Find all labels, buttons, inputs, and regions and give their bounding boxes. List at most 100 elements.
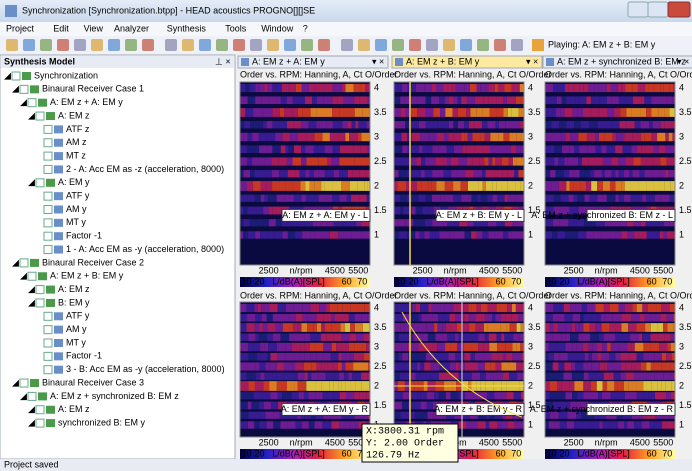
tree-item[interactable]: B: EM y	[58, 297, 90, 307]
toolbar-button[interactable]	[40, 39, 52, 51]
toolbar-button[interactable]	[108, 39, 120, 51]
tree-item[interactable]: synchronized B: EM y	[58, 417, 146, 427]
tree-checkbox[interactable]	[35, 111, 45, 121]
tree-item[interactable]: MT y	[66, 337, 86, 347]
tree-checkbox[interactable]	[43, 365, 53, 375]
tree-item[interactable]: 2 - A: Acc EM as -z (acceleration, 8000)	[66, 164, 224, 174]
tree-item[interactable]: ATF z	[66, 124, 90, 134]
toolbar-button[interactable]	[375, 39, 387, 51]
menu-item[interactable]: Analyzer	[114, 23, 149, 33]
close-button[interactable]	[667, 1, 691, 18]
menu-item[interactable]: View	[84, 23, 104, 33]
toolbar-button[interactable]	[233, 39, 245, 51]
tree-checkbox[interactable]	[19, 84, 29, 94]
toolbar-button[interactable]	[182, 39, 194, 51]
toolbar-button[interactable]	[318, 39, 330, 51]
tree-checkbox[interactable]	[43, 218, 53, 228]
tree-item[interactable]: MT z	[66, 150, 86, 160]
toolbar-button[interactable]	[460, 39, 472, 51]
tree-checkbox[interactable]	[43, 205, 53, 214]
toolbar-button[interactable]	[165, 39, 177, 51]
minimize-button[interactable]	[627, 1, 649, 18]
menu-item[interactable]: Project	[6, 23, 35, 33]
tree-checkbox[interactable]	[19, 258, 29, 268]
tree-checkbox[interactable]	[43, 151, 53, 161]
tab-close[interactable]: ▾ ×	[677, 56, 689, 66]
toolbar-button[interactable]	[494, 39, 506, 51]
tree-item[interactable]: A: EM z + B: EM y	[50, 271, 124, 281]
tree-checkbox[interactable]	[43, 231, 53, 241]
toolbar-button[interactable]	[358, 39, 370, 51]
toolbar-button[interactable]	[199, 39, 211, 51]
toolbar-button[interactable]	[284, 39, 296, 51]
tree-item[interactable]: Binaural Receiver Case 1	[42, 84, 144, 94]
toolbar-button[interactable]	[426, 39, 438, 51]
toolbar-button[interactable]	[142, 39, 154, 51]
menu-item[interactable]: Synthesis	[167, 23, 207, 33]
toolbar-button[interactable]	[6, 39, 18, 51]
toolbar-button[interactable]	[409, 39, 421, 51]
tab-header[interactable]	[542, 55, 692, 69]
toolbar-button[interactable]	[23, 39, 35, 51]
tree-checkbox[interactable]	[19, 378, 29, 388]
tree-checkbox[interactable]	[35, 298, 45, 308]
tab-title[interactable]: A: EM z + synchronized B: EM z	[557, 56, 686, 66]
tree-item[interactable]: Synchronization	[34, 70, 98, 80]
tree-checkbox[interactable]	[35, 285, 45, 295]
toolbar-button[interactable]	[250, 39, 262, 51]
toolbar-button[interactable]	[125, 39, 137, 51]
tree-checkbox[interactable]	[27, 98, 37, 108]
tree-checkbox[interactable]	[27, 271, 37, 281]
toolbar-button[interactable]	[301, 39, 313, 51]
tree-checkbox[interactable]	[27, 391, 37, 401]
tab-header[interactable]	[391, 55, 543, 69]
tree-checkbox[interactable]	[35, 405, 45, 415]
tree-item[interactable]: ATF y	[66, 191, 90, 201]
toolbar-button[interactable]	[511, 39, 523, 51]
tab-header[interactable]	[237, 55, 389, 69]
play-icon[interactable]	[532, 39, 544, 51]
toolbar-button[interactable]	[57, 39, 69, 51]
toolbar-button[interactable]	[91, 39, 103, 51]
toolbar-button[interactable]	[267, 39, 279, 51]
menu-item[interactable]: Tools	[225, 23, 247, 33]
tree-checkbox[interactable]	[11, 71, 21, 81]
tree-item[interactable]: A: EM z	[58, 404, 90, 414]
tree-item[interactable]: A: EM z + A: EM y	[50, 97, 123, 107]
tree-checkbox[interactable]	[43, 164, 53, 174]
tree-checkbox[interactable]	[43, 124, 53, 134]
panel-pin[interactable]: ⊥ ×	[215, 56, 231, 66]
tree-item[interactable]: MT y	[66, 217, 86, 227]
tree-item[interactable]: Factor -1	[66, 351, 102, 361]
toolbar-button[interactable]	[392, 39, 404, 51]
tree-item[interactable]: A: EM y	[58, 177, 90, 187]
tree-checkbox[interactable]	[43, 138, 53, 148]
tree-checkbox[interactable]	[43, 245, 53, 255]
tree-checkbox[interactable]	[43, 325, 53, 335]
tree-item[interactable]: 3 - B: Acc EM as -y (acceleration, 8000)	[66, 364, 225, 374]
tab-title[interactable]: A: EM z + A: EM y	[252, 56, 325, 66]
tree-item[interactable]: Binaural Receiver Case 3	[42, 377, 144, 387]
tab-title[interactable]: A: EM z + B: EM y	[406, 56, 480, 66]
menu-item[interactable]: Edit	[53, 23, 69, 33]
tree-item[interactable]: AM z	[66, 137, 87, 147]
tree-checkbox[interactable]	[43, 338, 53, 348]
tree-item[interactable]: A: EM z + synchronized B: EM z	[50, 391, 179, 401]
toolbar-button[interactable]	[341, 39, 353, 51]
tree-item[interactable]: Factor -1	[66, 231, 102, 241]
tree-item[interactable]: ATF y	[66, 311, 90, 321]
tree-item[interactable]: 1 - A: Acc EM as -y (acceleration, 8000)	[66, 244, 224, 254]
tree-checkbox[interactable]	[35, 178, 45, 188]
tree-item[interactable]: A: EM z	[58, 284, 90, 294]
tab-close[interactable]: ▾ ×	[372, 56, 384, 66]
toolbar-button[interactable]	[74, 39, 86, 51]
tree-item[interactable]: Binaural Receiver Case 2	[42, 257, 144, 267]
tree-item[interactable]: AM y	[66, 204, 87, 214]
tree-item[interactable]: A: EM z	[58, 110, 90, 120]
toolbar-button[interactable]	[477, 39, 489, 51]
tree-checkbox[interactable]	[43, 311, 53, 321]
menu-item[interactable]: Window	[261, 23, 294, 33]
toolbar-button[interactable]	[443, 39, 455, 51]
tree-checkbox[interactable]	[43, 191, 53, 201]
tab-close[interactable]: ▾ ×	[526, 56, 538, 66]
